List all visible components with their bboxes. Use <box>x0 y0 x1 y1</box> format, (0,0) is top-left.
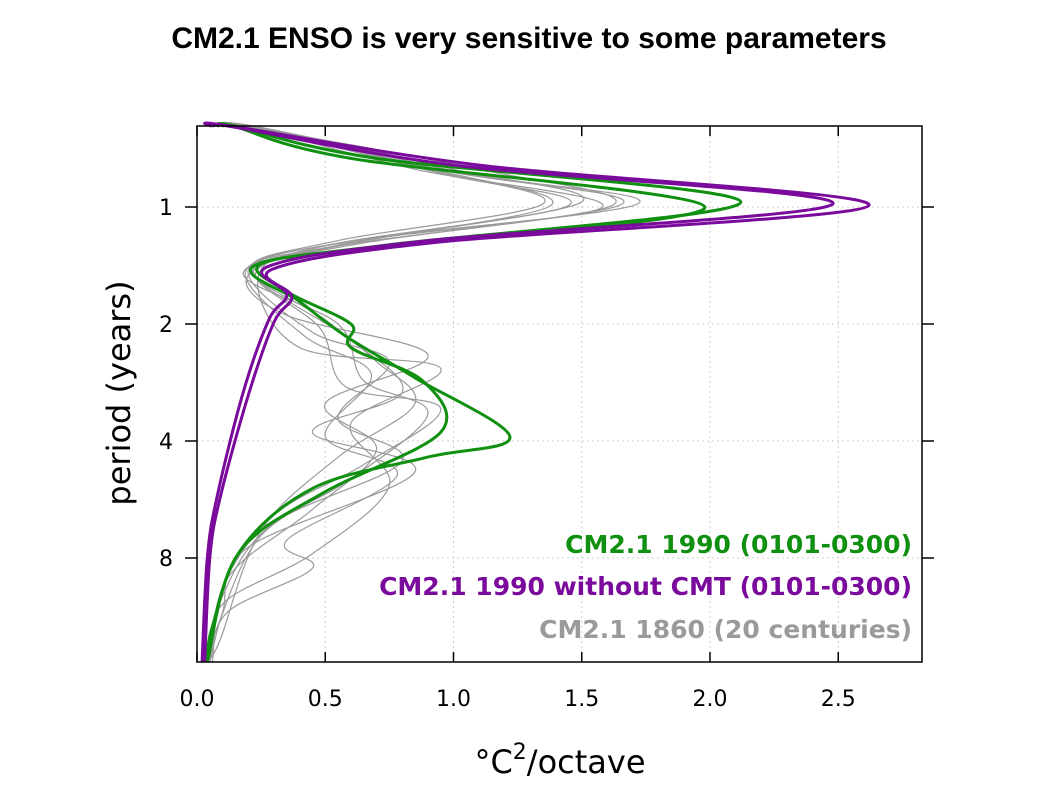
legend-entry: CM2.1 1990 (0101-0300) <box>565 530 912 559</box>
y-tick-label: 1 <box>159 196 173 221</box>
x-tick-label: 1.5 <box>564 687 599 712</box>
series-line-cm21-1860 <box>209 122 554 663</box>
chart-legend: CM2.1 1990 (0101-0300) CM2.1 1990 without… <box>379 530 912 644</box>
axis-ticks: 0.0 0.5 1.0 1.5 2.0 2.5 1 2 4 8 <box>159 126 934 712</box>
series-line-cm21-1990-no-cmt <box>200 121 835 663</box>
x-tick-label: 2.5 <box>821 687 856 712</box>
y-tick-label: 2 <box>159 313 173 338</box>
chart-series <box>200 121 871 663</box>
legend-entry: CM2.1 1860 (20 centuries) <box>539 615 912 644</box>
x-tick-label: 0.0 <box>180 687 215 712</box>
y-tick-label: 8 <box>159 547 173 572</box>
x-axis-title-suffix: /octave <box>527 743 646 781</box>
x-axis-title: °C2/octave <box>474 740 645 781</box>
series-line-cm21-1990-no-cmt <box>203 121 871 663</box>
x-tick-label: 0.5 <box>308 687 343 712</box>
series-line-cm21-1990 <box>205 122 743 663</box>
y-tick-label: 4 <box>159 430 173 455</box>
y-axis-title: period (years) <box>100 280 138 505</box>
series-line-cm21-1860 <box>209 121 572 663</box>
x-tick-label: 2.0 <box>693 687 728 712</box>
slide-title: CM2.1 ENSO is very sensitive to some par… <box>171 22 887 55</box>
legend-entry: CM2.1 1990 without CMT (0101-0300) <box>379 572 912 601</box>
x-tick-label: 1.0 <box>436 687 471 712</box>
x-axis-title-unit: °C <box>474 743 512 781</box>
x-axis-title-exponent: 2 <box>513 740 527 765</box>
plot-frame <box>196 125 923 663</box>
